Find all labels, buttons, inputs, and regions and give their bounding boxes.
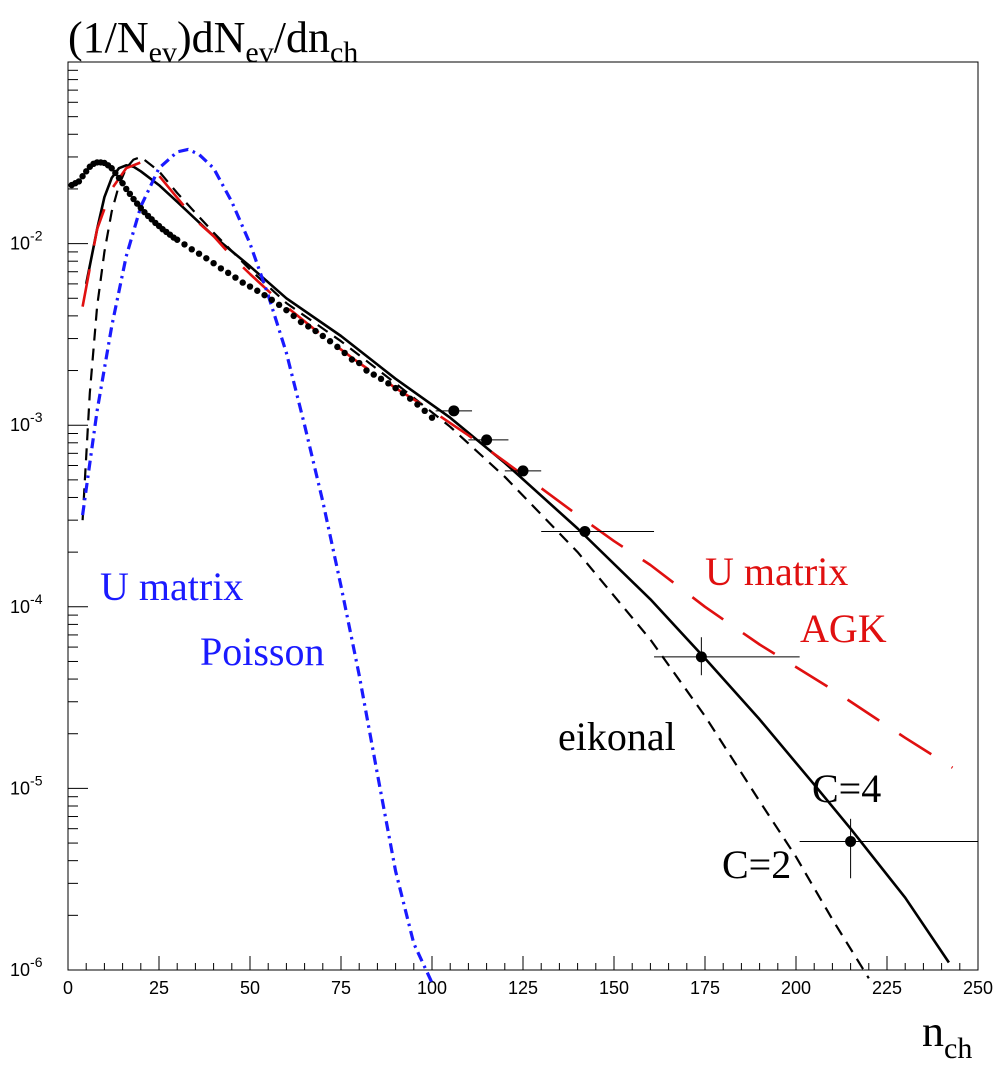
x-tick-label: 225 <box>872 978 902 998</box>
x-tick-label: 75 <box>331 978 351 998</box>
x-tick-label: 125 <box>508 978 538 998</box>
plot-frame-rect <box>67 61 979 971</box>
data-dot <box>254 287 261 294</box>
data-dot <box>370 371 377 378</box>
x-tick-label: 25 <box>149 978 169 998</box>
data-dot <box>348 356 356 363</box>
data-dot <box>428 414 436 421</box>
data-dot <box>133 200 141 207</box>
data-dot <box>210 259 217 267</box>
plot-frame <box>67 61 979 971</box>
data-dot <box>261 291 268 299</box>
data-dot <box>246 283 254 290</box>
x-axis: 0 25 50 75 100 125 150 175 200 225 250 <box>63 956 993 998</box>
x-tick-label: 100 <box>417 978 447 998</box>
y-tick-label: 10-2 <box>10 228 43 254</box>
series-line-longdash-red <box>81 161 954 769</box>
data-dot <box>290 312 297 320</box>
series-line-dashed-black <box>81 155 870 979</box>
data-dot <box>326 338 334 345</box>
annotation-label: C=4 <box>812 766 881 811</box>
data-dot <box>297 318 305 326</box>
x-tick-label: 0 <box>63 978 73 998</box>
data-dot <box>377 375 385 383</box>
x-tick-label: 50 <box>240 978 260 998</box>
data-dot <box>421 407 428 415</box>
data-dot <box>232 274 239 281</box>
data-dot <box>224 269 232 277</box>
data-dot <box>115 174 123 182</box>
x-tick-label: 250 <box>963 978 993 998</box>
y-tick-label: 10-6 <box>10 954 43 980</box>
data-dot <box>283 306 290 314</box>
data-dot <box>75 178 83 185</box>
y-tick-label: 10-4 <box>10 591 43 617</box>
data-point <box>695 651 707 663</box>
data-dot <box>108 165 115 172</box>
data-dot <box>130 195 137 203</box>
data-point <box>579 525 591 537</box>
annotations-group: U matrix Poisson U matrix AGK eikonal C=4 C=2 <box>100 549 887 887</box>
data-dot <box>79 173 86 180</box>
x-tick-label: 150 <box>599 978 629 998</box>
data-dot <box>305 323 312 330</box>
x-tick-label: 175 <box>690 978 720 998</box>
annotation-label: AGK <box>800 606 887 651</box>
data-points-group <box>435 405 978 879</box>
data-dot <box>268 296 276 304</box>
annotation-label: U matrix <box>100 564 243 609</box>
data-dot <box>137 204 144 212</box>
annotation-label: eikonal <box>558 714 676 759</box>
data-dot <box>239 279 246 286</box>
annotation-label: Poisson <box>200 629 325 674</box>
y-tick-label: 10-5 <box>10 772 43 798</box>
data-point <box>845 836 857 848</box>
data-dot <box>181 241 188 248</box>
series-line-solid-black <box>84 164 950 964</box>
data-dot <box>112 169 119 177</box>
data-point <box>448 405 460 417</box>
data-dot <box>275 301 283 309</box>
data-dot <box>203 255 210 262</box>
data-dot <box>414 401 421 408</box>
y-axis: 10-6 10-5 10-4 10-3 10-2 <box>10 69 88 980</box>
data-dot <box>83 168 90 175</box>
data-dot <box>312 327 319 335</box>
data-dot <box>392 384 399 392</box>
data-dot <box>319 332 326 340</box>
x-tick-label: 200 <box>781 978 811 998</box>
data-dot <box>399 390 407 397</box>
data-dot <box>406 395 414 402</box>
annotation-label: U matrix <box>705 549 848 594</box>
data-dot <box>195 250 203 257</box>
data-dot <box>119 180 126 187</box>
data-dot <box>334 343 341 351</box>
y-tick-label: 10-3 <box>10 409 43 435</box>
data-dot <box>385 380 392 387</box>
data-dot <box>126 190 134 198</box>
data-dot <box>188 246 195 253</box>
data-point <box>517 465 529 477</box>
annotation-label: C=2 <box>722 842 791 887</box>
data-dot <box>341 349 348 357</box>
series-group <box>68 147 954 984</box>
data-dot <box>356 359 363 367</box>
x-axis-label: nch <box>922 1007 972 1065</box>
data-dot <box>174 236 181 243</box>
data-point <box>481 434 493 446</box>
data-dot <box>363 367 370 374</box>
data-dot <box>123 185 130 193</box>
data-dot <box>217 265 225 272</box>
y-axis-label: (1/Nev)dNev/dnch <box>68 13 358 69</box>
